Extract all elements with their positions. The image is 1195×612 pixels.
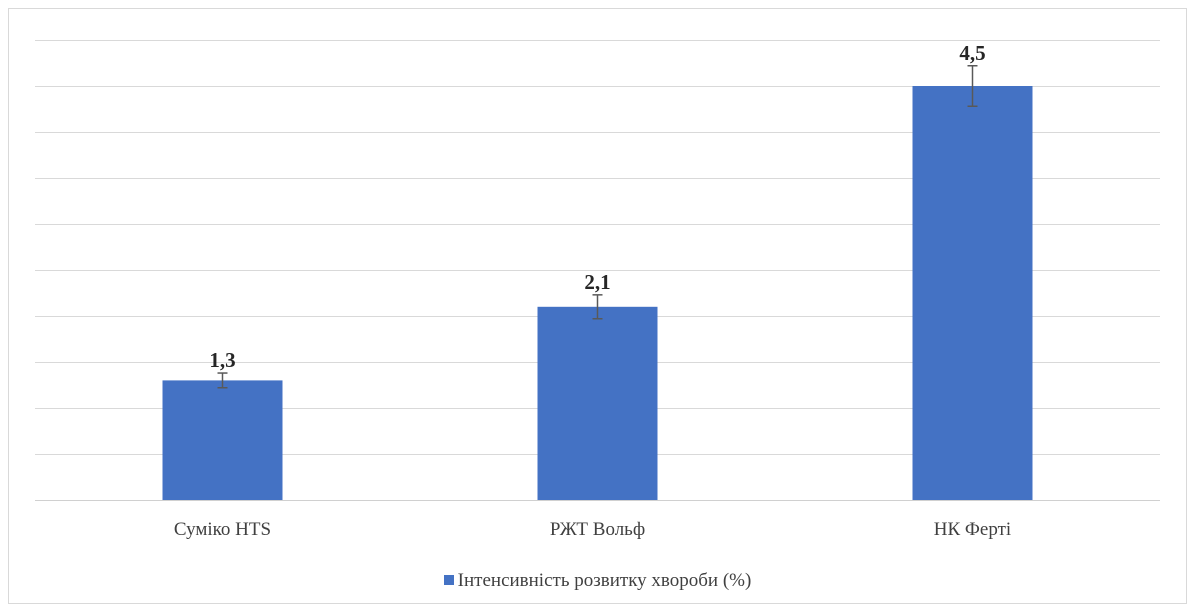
x-tick-label: НК Ферті	[934, 519, 1011, 540]
error-bars	[217, 65, 978, 389]
x-tick-label: РЖТ Вольф	[550, 519, 645, 540]
legend: Інтенсивність розвитку хвороби (%)	[0, 570, 1195, 592]
bar	[537, 306, 658, 500]
bars	[162, 86, 1033, 500]
bar	[162, 380, 283, 500]
error-bar	[967, 65, 978, 107]
legend-label: Інтенсивність розвитку хвороби (%)	[457, 570, 752, 591]
x-tick-label: Суміко HTS	[174, 519, 271, 540]
legend-swatch	[443, 575, 454, 585]
data-label: 2,1	[584, 270, 610, 294]
data-label: 4,5	[959, 41, 985, 65]
data-labels: 1,3 2,1 4,5	[209, 41, 985, 372]
error-bar	[592, 294, 603, 320]
error-bar	[217, 372, 228, 389]
bar	[912, 86, 1033, 500]
x-tick-labels: Суміко HTS РЖТ Вольф НК Ферті	[174, 519, 1011, 540]
data-label: 1,3	[209, 348, 235, 372]
